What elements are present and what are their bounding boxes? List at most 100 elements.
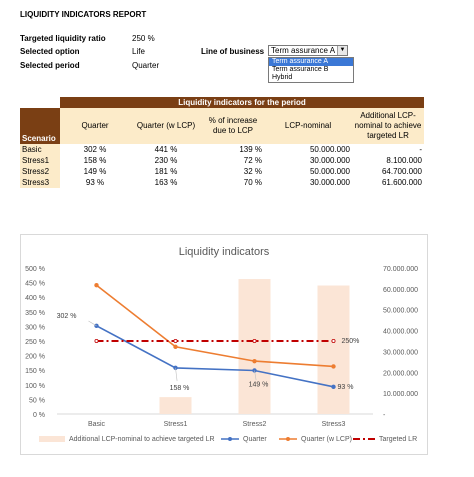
- chart-canvas: Liquidity indicators 0 % 50 % 100 % 150 % 20…: [25, 246, 418, 443]
- row-scenario-stress2: Stress2: [20, 166, 60, 177]
- y-left-tick-label: 400 %: [25, 295, 45, 302]
- x-tick-label: Basic: [88, 421, 106, 428]
- y-right-tick-label: -: [383, 412, 386, 419]
- legend-label: Targeted LR: [379, 436, 417, 443]
- data-label-leader: [175, 367, 178, 382]
- y-left-tick-label: 0 %: [33, 412, 45, 419]
- selected-period-value: Quarter: [132, 61, 160, 70]
- point-quarter-w-lcp: [94, 283, 99, 288]
- line-of-business-select[interactable]: Term assurance A ▼: [268, 45, 348, 56]
- column-header-quarter-lcp: Quarter (w LCP): [130, 108, 202, 144]
- table-row: Stress3 93 % 163 % 70 % 30.000.000 61.60…: [20, 177, 424, 188]
- point-targeted-lr: [252, 339, 257, 344]
- point-quarter-w-lcp: [331, 364, 336, 369]
- point-quarter-w-lcp: [252, 358, 257, 364]
- row-scenario-stress1: Stress1: [20, 155, 60, 166]
- table-cell: 158 %: [83, 156, 107, 165]
- chart-title: Liquidity indicators: [179, 246, 270, 258]
- bar-additional-lcp: [238, 279, 271, 414]
- chevron-down-icon[interactable]: ▼: [337, 46, 347, 55]
- column-header-quarter: Quarter: [60, 108, 130, 144]
- table-band-title: Liquidity indicators for the period: [60, 97, 424, 108]
- liquidity-table: Liquidity indicators for the period Scen…: [20, 97, 424, 188]
- y-left-tick-label: 200 %: [25, 354, 45, 361]
- data-label: 250%: [342, 338, 360, 345]
- y-right-tick-label: 70.000.000: [383, 266, 418, 273]
- table-cell: 61.600.000: [381, 178, 422, 187]
- data-label-leader: [254, 370, 257, 381]
- data-label: 158 %: [170, 385, 190, 392]
- y-left-tick-label: 300 %: [25, 324, 45, 331]
- y-left-tick-label: 50 %: [29, 397, 45, 404]
- scenario-header: Scenario: [20, 108, 60, 144]
- x-tick-label: Stress2: [243, 421, 267, 428]
- dropdown-option-term-assurance-a[interactable]: Term assurance A: [269, 58, 353, 66]
- y-right-tick-label: 30.000.000: [383, 349, 418, 356]
- table-cell: 93 %: [85, 178, 105, 187]
- column-header-additional-lcp: Additional LCP-nominal to achieve target…: [352, 108, 424, 144]
- liquidity-chart[interactable]: Liquidity indicators 0 % 50 % 100 % 150 % 20…: [20, 234, 428, 455]
- data-label: 302 %: [57, 313, 77, 320]
- table-cell: -: [419, 145, 422, 154]
- x-tick-label: Stress1: [164, 421, 188, 428]
- table-cell: 30.000.000: [309, 156, 350, 165]
- table-row: Basic 302 % 441 % 139 % 50.000.000 -: [20, 144, 424, 155]
- selected-option-value: Life: [132, 47, 145, 56]
- y-left-tick-label: 250 %: [25, 339, 45, 346]
- data-label-leader: [88, 320, 97, 327]
- table-cell: 70 %: [243, 178, 262, 187]
- y-left-tick-label: 500 %: [25, 266, 45, 273]
- y-left-tick-label: 100 %: [25, 383, 45, 390]
- table-cell: 441 %: [154, 145, 178, 154]
- table-cell: 64.700.000: [381, 167, 422, 176]
- bar-additional-lcp: [159, 397, 192, 414]
- data-label: 149 %: [249, 381, 269, 388]
- table-cell: 230 %: [154, 156, 178, 165]
- point-targeted-lr: [94, 339, 99, 344]
- legend-label: Quarter (w LCP): [301, 436, 352, 443]
- table-cell: 181 %: [154, 167, 178, 176]
- x-tick-label: Stress3: [322, 421, 346, 428]
- series-line-quarter-w-lcp: [96, 284, 334, 368]
- table-cell: 8.100.000: [386, 156, 422, 165]
- series-line-quarter: [96, 325, 334, 388]
- selected-option-label: Selected option: [20, 47, 80, 56]
- dropdown-option-hybrid[interactable]: Hybrid: [272, 74, 293, 81]
- line-of-business-dropdown[interactable]: Term assurance A Term assurance B Hybrid: [268, 57, 354, 83]
- row-scenario-stress3: Stress3: [20, 177, 60, 188]
- bar-additional-lcp: [317, 285, 350, 414]
- dropdown-option-term-assurance-b[interactable]: Term assurance B: [272, 66, 329, 73]
- point-targeted-lr: [331, 339, 336, 344]
- column-header-increase: % of increase due to LCP: [202, 108, 264, 144]
- legend-swatch: [39, 436, 65, 442]
- column-header-lcp-nominal: LCP-nominal: [264, 108, 352, 144]
- y-right-tick-label: 60.000.000: [383, 287, 418, 294]
- table-cell: 50.000.000: [309, 167, 350, 176]
- legend-marker: [228, 437, 232, 441]
- table-row: Stress1 158 % 230 % 72 % 30.000.000 8.10…: [20, 155, 424, 166]
- table-cell: 302 %: [83, 145, 107, 154]
- targeted-ratio-label: Targeted liquidity ratio: [20, 34, 106, 43]
- table-cell: 50.000.000: [309, 145, 350, 154]
- legend-label: Quarter: [243, 436, 267, 443]
- legend-label: Additional LCP-nominal to achieve target…: [69, 436, 215, 443]
- y-left-tick-label: 350 %: [25, 310, 45, 317]
- y-right-tick-label: 50.000.000: [383, 308, 418, 315]
- table-row: Stress2 149 % 181 % 32 % 50.000.000 64.7…: [20, 166, 424, 177]
- y-right-tick-label: 20.000.000: [383, 370, 418, 377]
- table-cell: 30.000.000: [309, 178, 350, 187]
- y-right-tick-label: 10.000.000: [383, 391, 418, 398]
- legend-marker: [286, 437, 290, 441]
- report-title: LIQUIDITY INDICATORS REPORT: [20, 10, 147, 19]
- point-quarter: [331, 384, 336, 390]
- table-cell: 72 %: [243, 156, 262, 165]
- table-cell: 163 %: [154, 178, 178, 187]
- y-left-tick-label: 150 %: [25, 368, 45, 375]
- targeted-ratio-value: 250 %: [132, 34, 155, 43]
- table-cell: 32 %: [243, 167, 262, 176]
- point-targeted-lr: [173, 339, 178, 344]
- y-left-tick-label: 450 %: [25, 281, 45, 288]
- data-label: 93 %: [338, 384, 354, 391]
- point-quarter-w-lcp: [173, 344, 178, 350]
- y-right-tick-label: 40.000.000: [383, 329, 418, 336]
